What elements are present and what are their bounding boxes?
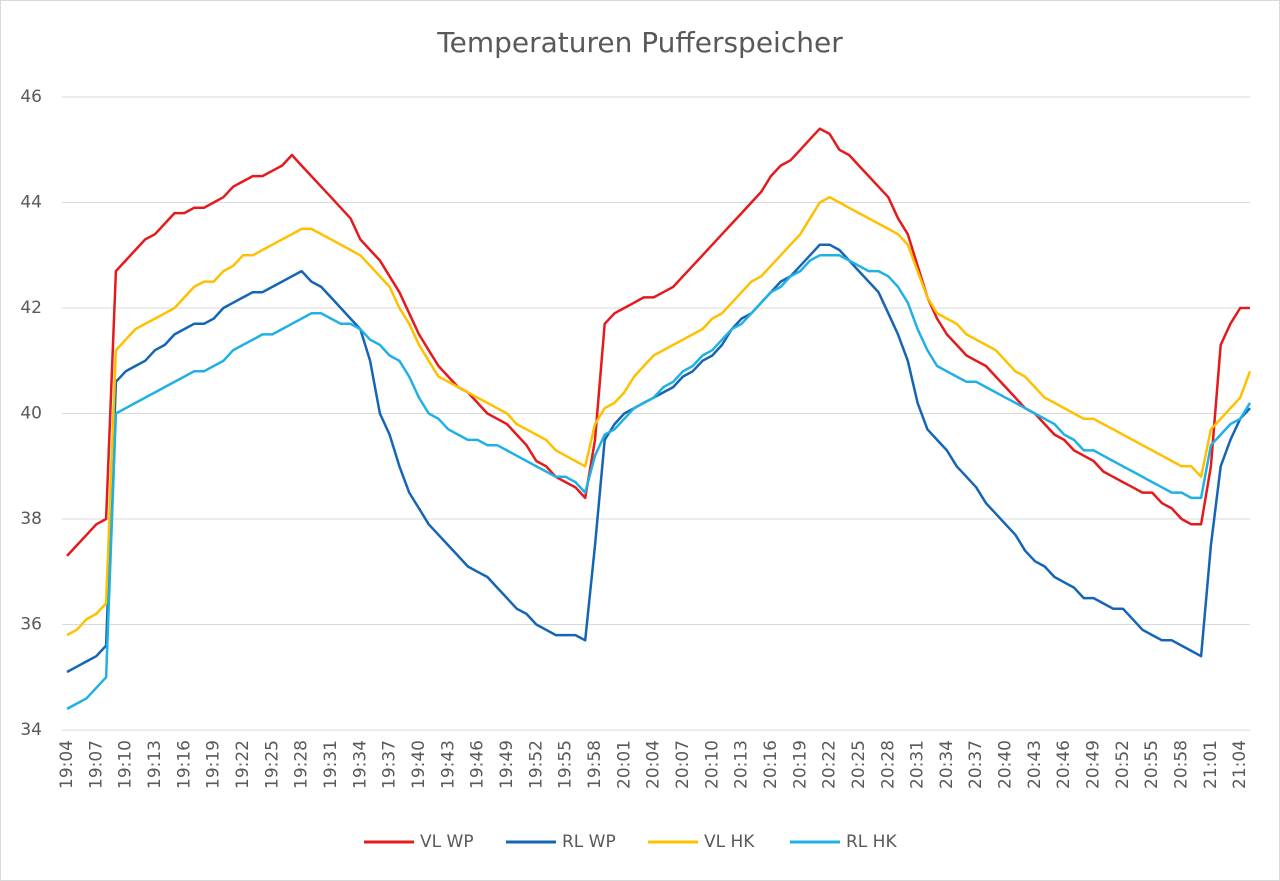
legend-label: VL HK <box>704 832 755 852</box>
x-tick-label: 19:34 <box>350 740 370 789</box>
x-tick-label: 19:49 <box>497 740 517 789</box>
x-tick-label: 19:19 <box>204 740 224 789</box>
x-tick-label: 20:31 <box>908 740 928 789</box>
legend-label: VL WP <box>420 832 474 852</box>
x-tick-label: 19:13 <box>145 740 165 789</box>
data-line <box>66 243 1251 674</box>
data-line <box>66 127 1250 557</box>
x-tick-label: 20:37 <box>966 740 986 789</box>
x-tick-label: 20:58 <box>1172 740 1192 789</box>
x-tick-label: 19:58 <box>585 740 605 789</box>
x-tick-label: 20:13 <box>732 740 752 789</box>
x-tick-label: 20:10 <box>702 740 722 789</box>
x-tick-label: 19:37 <box>380 740 400 789</box>
x-tick-label: 20:40 <box>996 740 1016 789</box>
x-tick-label: 19:46 <box>468 740 488 789</box>
x-tick-label: 21:04 <box>1230 740 1250 789</box>
x-tick-label: 20:52 <box>1113 740 1133 789</box>
y-tick-label: 42 <box>20 298 42 318</box>
x-tick-label: 20:16 <box>761 740 781 789</box>
x-tick-label: 19:16 <box>174 740 194 789</box>
data-line <box>66 195 1252 637</box>
y-tick-label: 44 <box>20 193 42 213</box>
x-tick-label: 20:01 <box>614 740 634 789</box>
y-tick-label: 38 <box>20 509 42 529</box>
y-tick-label: 36 <box>20 615 42 635</box>
x-tick-label: 20:28 <box>878 740 898 789</box>
y-tick-label: 34 <box>20 720 42 740</box>
x-tick-label: 20:46 <box>1054 740 1074 789</box>
x-tick-label: 21:01 <box>1201 740 1221 789</box>
x-tick-label: 20:55 <box>1142 740 1162 789</box>
data-line <box>66 254 1252 710</box>
x-tick-label: 20:25 <box>849 740 869 789</box>
x-tick-label: 19:40 <box>409 740 429 789</box>
x-tick-label: 19:52 <box>526 740 546 789</box>
legend-label: RL HK <box>846 832 897 852</box>
x-tick-label: 19:10 <box>116 740 136 789</box>
x-tick-label: 19:28 <box>292 740 312 789</box>
y-tick-label: 46 <box>20 87 42 107</box>
x-tick-label: 20:19 <box>790 740 810 789</box>
x-tick-label: 20:04 <box>644 740 664 789</box>
x-tick-label: 19:43 <box>438 740 458 789</box>
x-tick-label: 20:22 <box>820 740 840 789</box>
x-tick-label: 19:04 <box>57 740 77 789</box>
legend-label: RL WP <box>562 832 616 852</box>
x-tick-label: 19:07 <box>86 740 106 789</box>
x-tick-label: 19:22 <box>233 740 253 789</box>
x-tick-label: 19:25 <box>262 740 282 789</box>
x-tick-label: 19:31 <box>321 740 341 789</box>
x-tick-label: 20:34 <box>937 740 957 789</box>
x-tick-label: 20:43 <box>1025 740 1045 789</box>
x-tick-label: 20:49 <box>1084 740 1104 789</box>
x-tick-label: 20:07 <box>673 740 693 789</box>
x-tick-label: 19:55 <box>556 740 576 789</box>
chart-title: Temperaturen Pufferspeicher <box>436 26 843 59</box>
y-tick-label: 40 <box>20 404 42 424</box>
